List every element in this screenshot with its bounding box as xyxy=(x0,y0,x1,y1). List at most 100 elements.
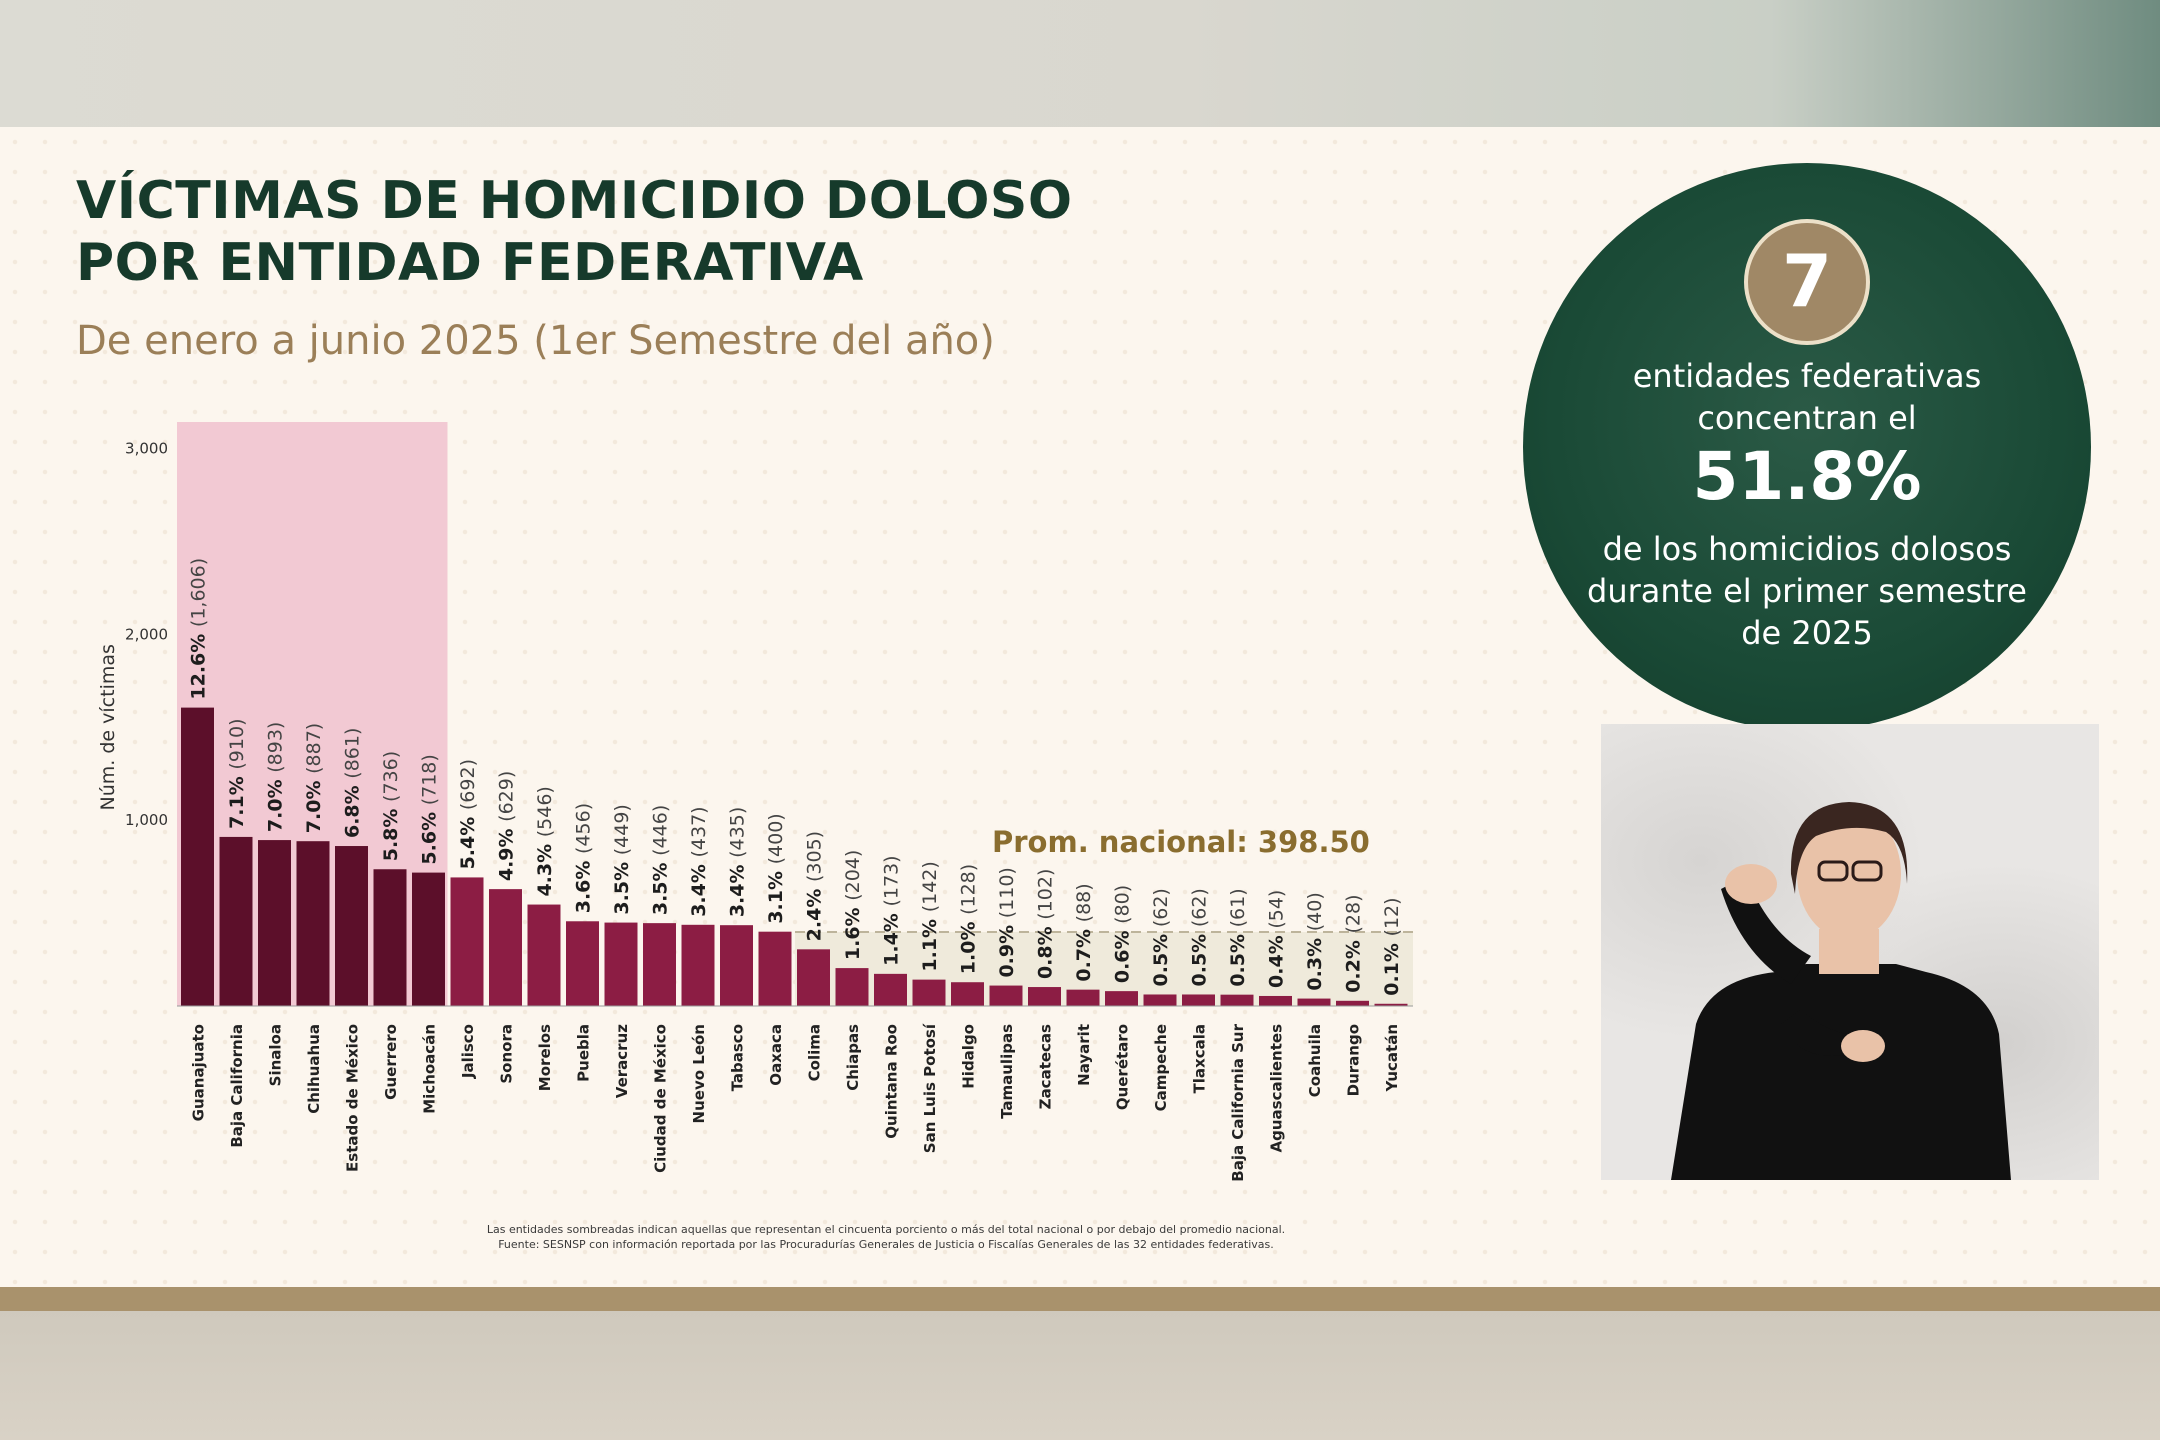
x-category-label: Chiapas xyxy=(844,1024,862,1091)
bar-count-label: (629) xyxy=(496,771,518,822)
bar-count-label: (12) xyxy=(1381,897,1403,936)
bar xyxy=(1143,994,1177,1006)
bar-count-label: (142) xyxy=(919,861,941,912)
bar-count-label: (692) xyxy=(457,759,479,810)
bar-value-label: 7.0% (887) xyxy=(303,723,325,833)
chart-footnote: Las entidades sombreadas indican aquella… xyxy=(356,1222,1416,1252)
bar-count-label: (88) xyxy=(1073,883,1095,922)
bar-count-label: (54) xyxy=(1266,890,1288,929)
bar-value-label: 0.5% (62) xyxy=(1189,888,1211,986)
y-tick-label: 3,000 xyxy=(125,440,168,458)
bar-percent-label: 6.8% xyxy=(342,779,364,838)
bar xyxy=(643,923,676,1006)
bar-value-label: 4.3% (546) xyxy=(534,786,556,896)
bar-percent-label: 12.6% xyxy=(188,627,210,700)
bar-count-label: (449) xyxy=(611,804,633,855)
average-label: Prom. nacional: 398.50 xyxy=(992,825,1370,859)
x-category-label: San Luis Potosí xyxy=(921,1023,939,1153)
bar xyxy=(720,925,753,1006)
bar-value-label: 3.5% (449) xyxy=(611,804,633,914)
bar-count-label: (446) xyxy=(650,805,672,856)
x-category-label: Yucatán xyxy=(1383,1024,1401,1092)
bar-percent-label: 0.9% xyxy=(996,918,1018,977)
x-category-label: Aguascalientes xyxy=(1268,1024,1286,1153)
x-category-label: Querétaro xyxy=(1114,1024,1132,1110)
bar-value-label: 5.4% (692) xyxy=(457,759,479,869)
bar xyxy=(335,846,368,1006)
x-category-label: Guanajuato xyxy=(190,1024,208,1121)
bar-count-label: (400) xyxy=(765,813,787,864)
bar-value-label: 0.9% (110) xyxy=(996,867,1018,977)
bar-count-label: (887) xyxy=(303,723,325,774)
bar-value-label: 0.2% (28) xyxy=(1343,894,1365,992)
bar xyxy=(835,968,869,1006)
bar-value-label: 1.1% (142) xyxy=(919,861,941,971)
page-title: VÍCTIMAS DE HOMICIDIO DOLOSO POR ENTIDAD… xyxy=(76,170,1073,294)
bar-percent-label: 0.5% xyxy=(1189,927,1211,986)
title-line-1: VÍCTIMAS DE HOMICIDIO DOLOSO xyxy=(76,171,1073,231)
bar-percent-label: 0.2% xyxy=(1343,933,1365,992)
x-category-label: Veracruz xyxy=(613,1024,631,1098)
x-category-label: Puebla xyxy=(575,1024,593,1082)
bar-value-label: 5.6% (718) xyxy=(419,754,441,864)
bar xyxy=(527,904,561,1006)
x-category-label: Michoacán xyxy=(421,1024,439,1114)
bar-percent-label: 3.6% xyxy=(573,854,595,913)
x-category-label: Tabasco xyxy=(729,1024,747,1091)
title-line-2: POR ENTIDAD FEDERATIVA xyxy=(76,233,864,293)
bar-count-label: (546) xyxy=(534,786,556,837)
bar-percent-label: 1.1% xyxy=(919,912,941,971)
bar xyxy=(874,973,907,1006)
x-category-label: Chihuahua xyxy=(305,1024,323,1114)
x-category-label: Baja California xyxy=(228,1024,246,1148)
bar-count-label: (718) xyxy=(419,754,441,805)
x-category-label: Baja California Sur xyxy=(1229,1023,1247,1181)
y-tick-label: 2,000 xyxy=(125,625,168,643)
bar-count-label: (61) xyxy=(1227,888,1249,927)
bar-value-label: 3.4% (435) xyxy=(727,807,749,917)
x-category-label: Colima xyxy=(806,1024,824,1081)
x-category-label: Sonora xyxy=(498,1024,516,1084)
bar-value-label: 12.6% (1,606) xyxy=(188,558,210,700)
bar-value-label: 7.1% (910) xyxy=(226,719,248,829)
bar-value-label: 1.4% (173) xyxy=(881,855,903,965)
bar-percent-label: 3.5% xyxy=(611,855,633,914)
bar-count-label: (1,606) xyxy=(188,558,210,627)
footnote-line-2: Fuente: SESNSP con información reportada… xyxy=(498,1238,1274,1251)
bar-percent-label: 4.9% xyxy=(496,822,518,881)
count-badge: 7 xyxy=(1744,219,1870,345)
y-axis-label: Núm. de víctimas xyxy=(97,644,119,810)
footnote-line-1: Las entidades sombreadas indican aquella… xyxy=(486,1223,1286,1236)
bar xyxy=(489,889,522,1006)
bar-value-label: 3.4% (437) xyxy=(688,806,710,916)
bar-percent-label: 0.8% xyxy=(1035,920,1057,979)
x-category-label: Morelos xyxy=(536,1024,554,1091)
bar-value-label: 3.6% (456) xyxy=(573,803,595,913)
bar-percent-label: 0.3% xyxy=(1304,931,1326,990)
bar-percent-label: 0.5% xyxy=(1150,927,1172,986)
bar-count-label: (62) xyxy=(1189,888,1211,927)
x-category-label: Nayarit xyxy=(1075,1024,1093,1086)
bar-count-label: (62) xyxy=(1150,888,1172,927)
x-category-label: Guerrero xyxy=(382,1024,400,1100)
bar-percent-label: 3.1% xyxy=(765,864,787,923)
bar-value-label: 0.3% (40) xyxy=(1304,892,1326,990)
x-category-label: Zacatecas xyxy=(1037,1024,1055,1109)
bar-count-label: (128) xyxy=(958,864,980,915)
bar-value-label: 7.0% (893) xyxy=(265,722,287,832)
bar-percent-label: 3.4% xyxy=(727,858,749,917)
x-category-label: Hidalgo xyxy=(960,1024,978,1089)
bar-count-label: (80) xyxy=(1112,885,1134,924)
bar-percent-label: 0.5% xyxy=(1227,927,1249,986)
bar xyxy=(604,922,638,1006)
bar-count-label: (110) xyxy=(996,867,1018,918)
bar-percent-label: 0.1% xyxy=(1381,936,1403,995)
bar xyxy=(1182,994,1215,1006)
bar-count-label: (736) xyxy=(380,751,402,802)
bar-count-label: (435) xyxy=(727,807,749,858)
bar-percent-label: 7.0% xyxy=(303,774,325,833)
bar-percent-label: 7.1% xyxy=(226,770,248,829)
bar xyxy=(258,840,291,1006)
bar-value-label: 3.5% (446) xyxy=(650,805,672,915)
bar-value-label: 6.8% (861) xyxy=(342,728,364,838)
